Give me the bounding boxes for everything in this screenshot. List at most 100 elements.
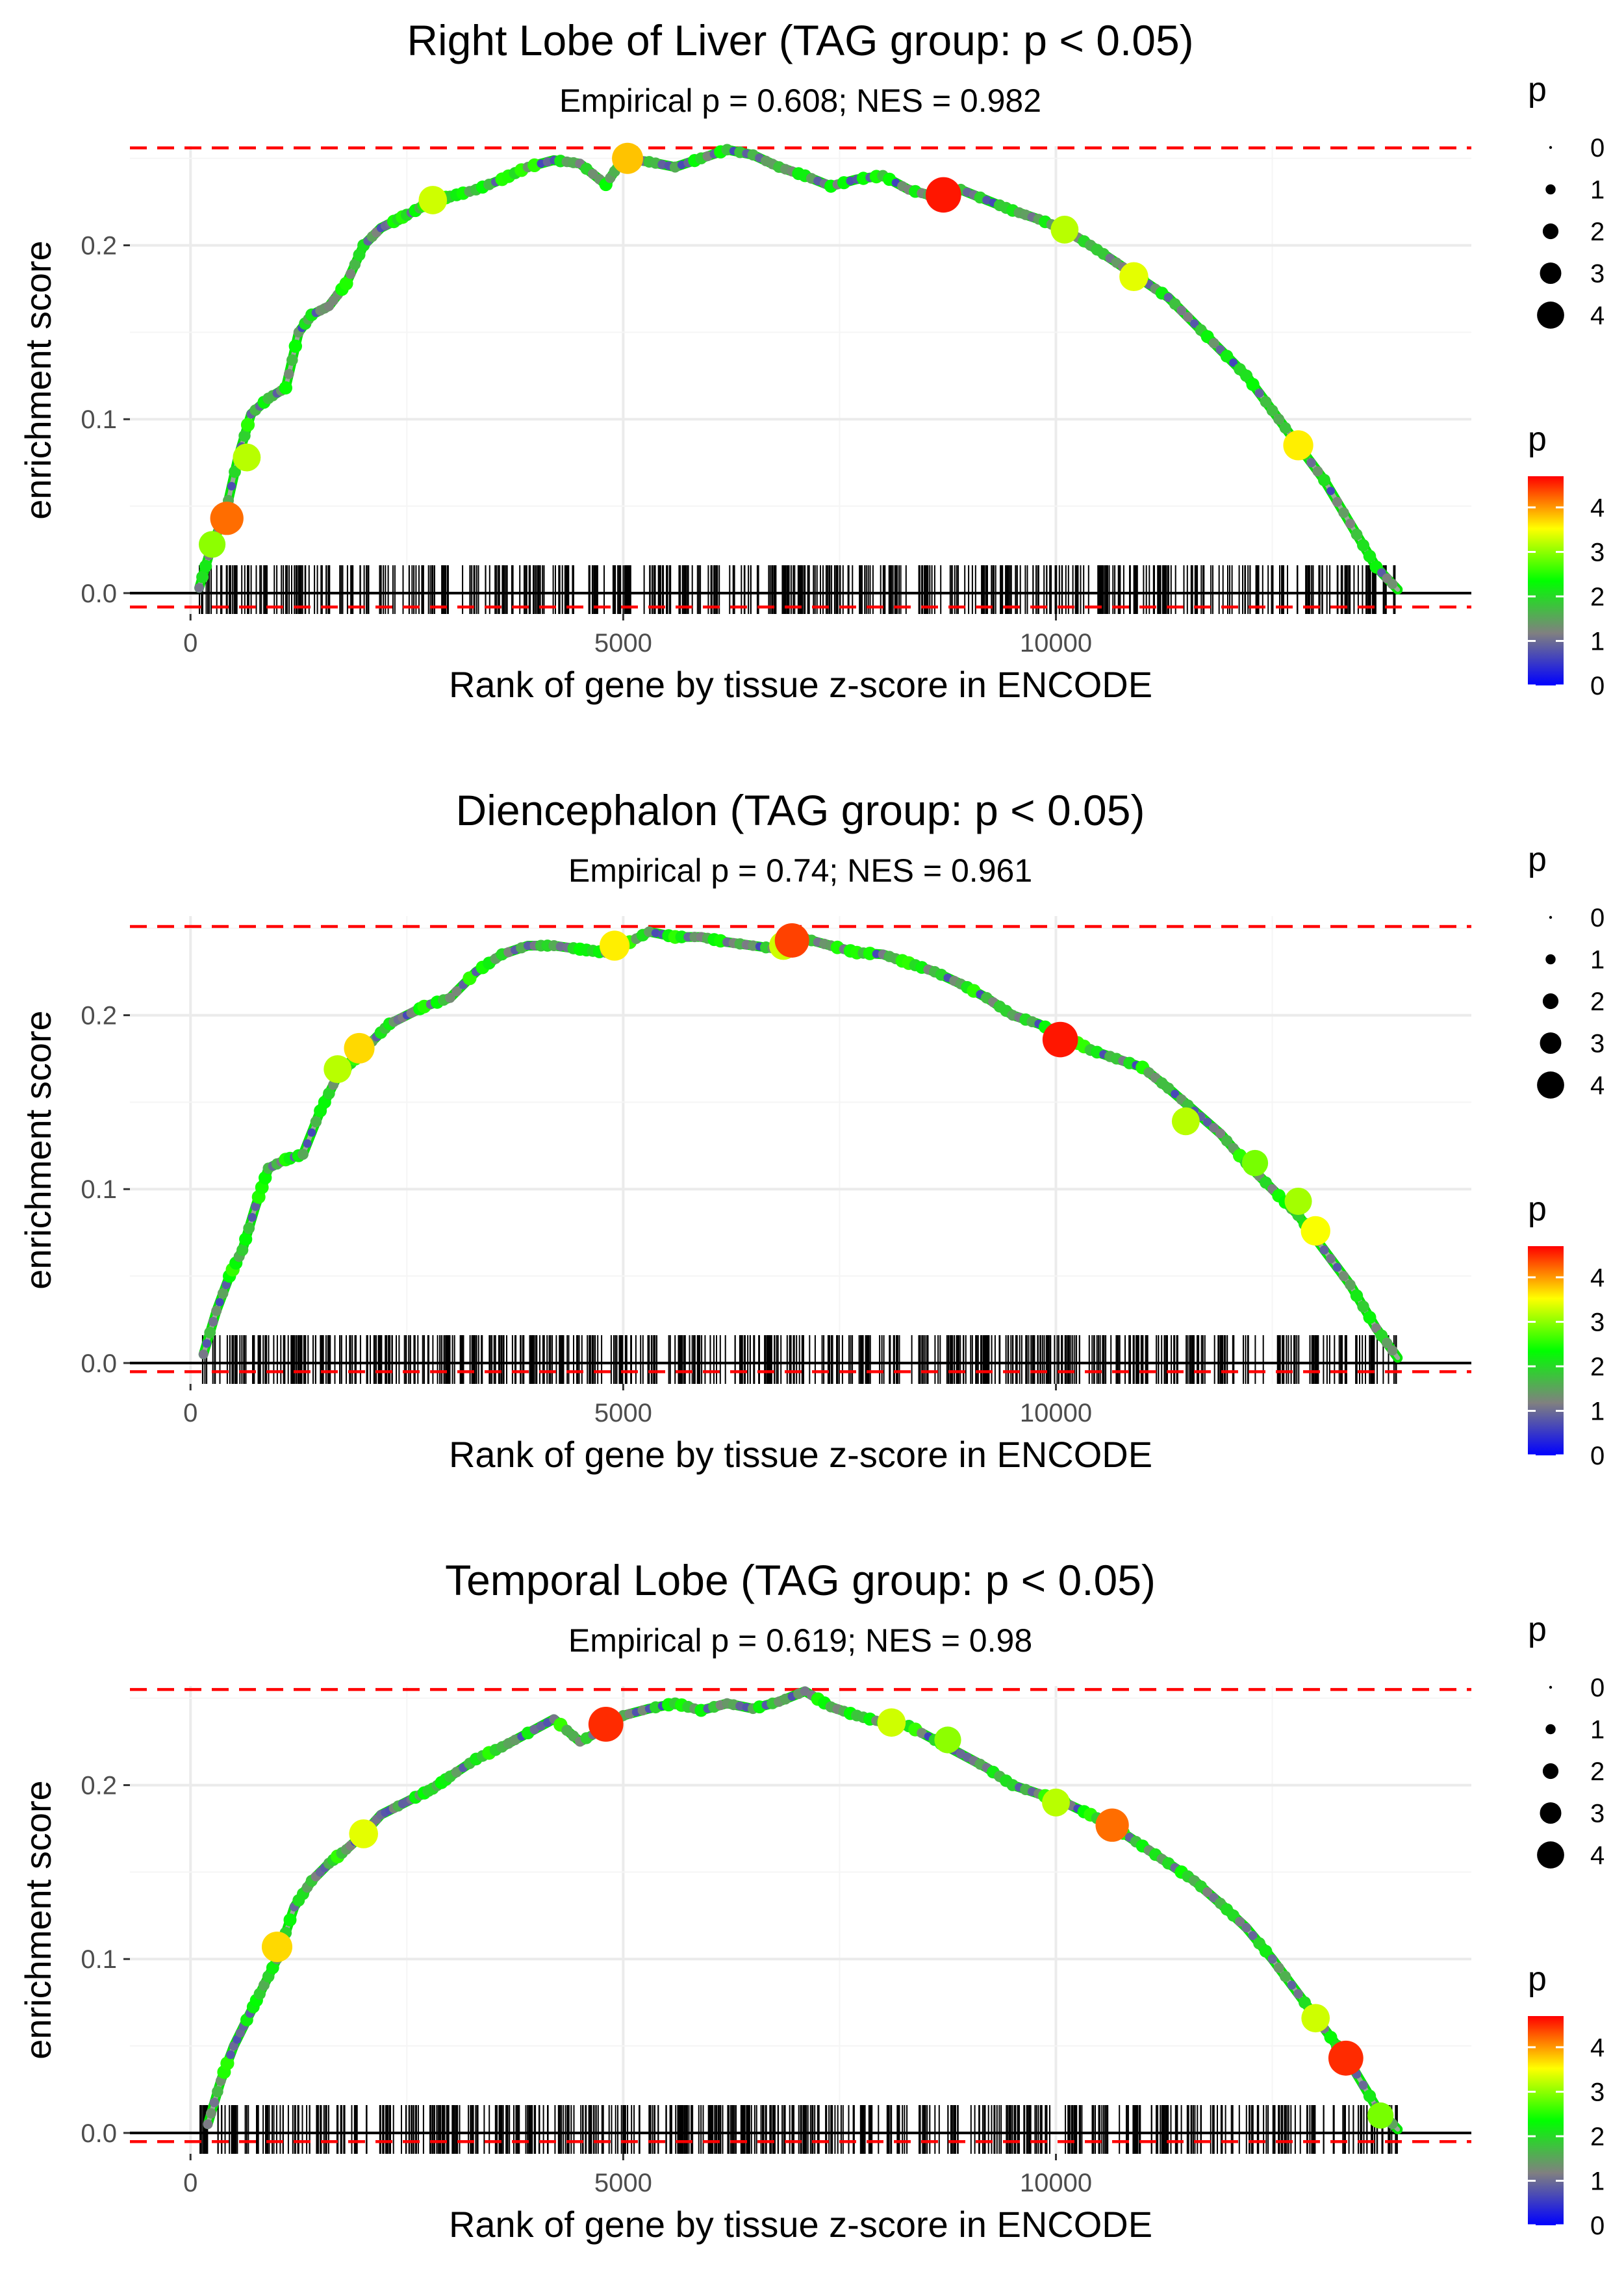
- curve-point: [1209, 1123, 1219, 1133]
- highlight-point: [344, 1032, 375, 1064]
- curve-point: [1351, 528, 1363, 541]
- curve-point: [1280, 1971, 1291, 1982]
- size-legend-label: 1: [1590, 1716, 1605, 1744]
- x-tick-label: 0: [183, 1399, 197, 1427]
- size-legend-key: [1549, 915, 1553, 919]
- curve-point: [198, 1349, 209, 1359]
- chart-title: Diencephalon (TAG group: p < 0.05): [456, 786, 1145, 834]
- x-axis-title: Rank of gene by tissue z-score in ENCODE: [449, 2204, 1152, 2245]
- color-legend-title: p: [1528, 1960, 1547, 1998]
- curve-point: [1363, 550, 1377, 563]
- curve-point: [211, 1305, 222, 1316]
- curve-point: [748, 940, 759, 951]
- curve-point: [1183, 312, 1193, 322]
- highlight-point: [926, 177, 961, 213]
- curve-point: [1215, 1129, 1226, 1139]
- y-axis: 0.0 0.1 0.2 enrichment score: [18, 1002, 130, 1378]
- chart-title: Right Lobe of Liver (TAG group: p < 0.05…: [407, 16, 1193, 64]
- highlight-point: [324, 1055, 352, 1083]
- y-tick-label: 0.2: [81, 232, 117, 261]
- size-legend-key: [1549, 1685, 1553, 1689]
- y-tick-label: 0.1: [81, 1175, 117, 1204]
- curve-point: [1381, 1337, 1393, 1349]
- curve-point: [1241, 1923, 1251, 1933]
- panel-2: Diencephalon (TAG group: p < 0.05) Empiri…: [18, 786, 1605, 1475]
- color-legend: p 4 3 2 1 0: [1528, 1960, 1605, 2240]
- color-legend-title: p: [1528, 420, 1547, 458]
- curve-point: [240, 418, 255, 432]
- size-legend-label: 4: [1590, 301, 1605, 330]
- curve-point: [1312, 466, 1323, 477]
- color-bar-label: 4: [1590, 494, 1605, 522]
- size-legend-label: 2: [1590, 1757, 1605, 1786]
- curve-point: [303, 1139, 312, 1148]
- curve-point: [1202, 1887, 1213, 1897]
- x-axis: 0 5000 10000 Rank of gene by tissue z-score…: [183, 1384, 1152, 1475]
- curve-point: [651, 928, 660, 938]
- y-axis-title: enrichment score: [18, 240, 58, 520]
- curve-point: [229, 465, 241, 478]
- curve-point: [298, 1149, 309, 1160]
- panel-1: Right Lobe of Liver (TAG group: p < 0.05…: [18, 16, 1605, 705]
- y-axis-title: enrichment score: [18, 1780, 58, 2060]
- curve-point: [202, 1339, 211, 1348]
- highlight-point: [1301, 2004, 1330, 2033]
- size-legend-label: 3: [1590, 1800, 1605, 1828]
- panel-3: Temporal Lobe (TAG group: p < 0.05) Empir…: [18, 1556, 1605, 2245]
- curve-point: [1324, 2030, 1338, 2044]
- size-legend-title: p: [1528, 71, 1547, 109]
- curve-point: [524, 941, 533, 951]
- curve-point: [1326, 1254, 1336, 1264]
- gridlines: [130, 916, 1471, 1384]
- highlight-point: [1367, 2102, 1394, 2129]
- curve-point: [451, 986, 462, 997]
- curve-point: [247, 1213, 257, 1222]
- chart-title: Temporal Lobe (TAG group: p < 0.05): [445, 1556, 1156, 1604]
- color-bar-label: 3: [1590, 538, 1605, 567]
- highlight-point: [1119, 262, 1148, 292]
- size-legend-label: 2: [1590, 218, 1605, 246]
- curve-points: [194, 142, 1398, 593]
- color-bar-label: 3: [1590, 2078, 1605, 2106]
- size-legend-label: 3: [1590, 260, 1605, 288]
- curve-point: [536, 1721, 546, 1731]
- x-axis-title: Rank of gene by tissue z-score in ENCODE: [449, 1434, 1152, 1475]
- color-legend-title: p: [1528, 1190, 1547, 1228]
- curve-point: [1163, 292, 1173, 302]
- curve-point: [1176, 305, 1187, 316]
- color-bar-label: 0: [1590, 672, 1605, 700]
- curve-point: [1287, 1980, 1297, 1990]
- curve-point: [251, 1202, 260, 1211]
- curve-point: [1319, 1245, 1329, 1255]
- curve-point: [199, 559, 212, 573]
- color-bar-label: 1: [1590, 1397, 1605, 1425]
- highlight-point: [418, 186, 448, 214]
- size-legend-key: [1540, 1802, 1562, 1824]
- curve-point: [1350, 1289, 1364, 1302]
- curve-point: [253, 1987, 266, 2000]
- curve-point: [1357, 539, 1369, 552]
- size-legend-key: [1545, 1724, 1556, 1735]
- size-legend-title: p: [1528, 1611, 1547, 1648]
- curve-point: [1169, 298, 1181, 310]
- curve-point: [288, 339, 302, 353]
- curve-point: [1202, 1118, 1212, 1127]
- curve-point: [1345, 1279, 1356, 1290]
- curve-point: [1235, 1917, 1245, 1927]
- highlight-point: [1095, 1808, 1129, 1842]
- size-legend-label: 4: [1590, 1841, 1605, 1870]
- size-legend-label: 0: [1590, 904, 1605, 932]
- curve-point: [346, 269, 356, 279]
- curve-point: [283, 1913, 297, 1926]
- size-legend-key: [1537, 1841, 1564, 1869]
- y-tick-label: 0.1: [81, 1945, 117, 1974]
- size-legend-label: 2: [1590, 988, 1605, 1016]
- size-legend: p 0 1 2 3 4: [1528, 841, 1605, 1100]
- curve-point: [1221, 1135, 1233, 1147]
- curve-points: [203, 1686, 1398, 2130]
- size-legend-label: 4: [1590, 1071, 1605, 1100]
- curve-point: [1229, 358, 1237, 367]
- highlight-point: [612, 142, 644, 174]
- color-bar: [1528, 476, 1564, 685]
- curve-point: [1208, 338, 1219, 349]
